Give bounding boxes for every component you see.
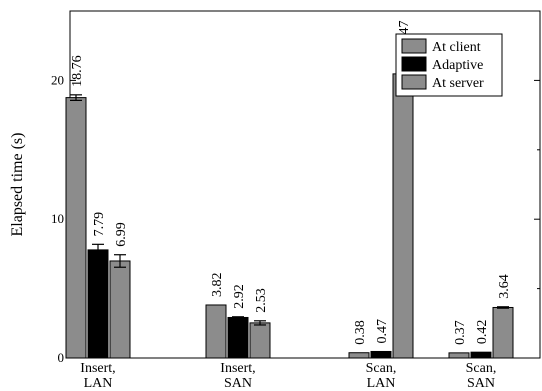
category-label-line2: SAN (224, 376, 252, 391)
y-tick-label: 10 (51, 211, 64, 226)
bar-at-server (392, 73, 414, 359)
value-label: 0.47 (375, 319, 390, 344)
value-label: 18.76 (70, 55, 85, 87)
category-label-line1: Insert, (80, 361, 115, 376)
value-label: 3.64 (497, 274, 512, 299)
legend-label: Adaptive (432, 58, 483, 73)
bar-at-server (249, 322, 271, 359)
bar-at-client (348, 352, 370, 359)
bar-at-client (205, 304, 227, 359)
legend-swatch (401, 56, 427, 72)
category-label-line1: Scan, (366, 361, 397, 376)
value-label: 0.42 (475, 320, 490, 345)
bars: 18.767.796.993.822.922.530.380.4720.470.… (65, 20, 514, 359)
value-label: 2.92 (232, 284, 247, 309)
value-label: 0.37 (453, 320, 468, 345)
value-label: 3.82 (210, 272, 225, 297)
legend: At client Adaptive At server (395, 33, 503, 97)
value-label: 2.53 (254, 288, 269, 313)
y-axis-label: Elapsed time (s) (9, 133, 26, 237)
legend-swatch (401, 38, 427, 54)
category-label-line2: LAN (367, 376, 396, 391)
value-label: 7.79 (92, 212, 107, 237)
legend-label: At server (432, 76, 484, 91)
y-tick-label: 20 (51, 72, 64, 87)
bar-adaptive (370, 350, 392, 359)
value-label: 0.38 (353, 320, 368, 345)
legend-label: At client (432, 40, 481, 55)
y-tick-label: 0 (58, 350, 65, 365)
bar-adaptive (87, 249, 109, 359)
bar-at-server (109, 260, 131, 359)
bar-at-client (65, 97, 87, 359)
bar-adaptive (470, 351, 492, 359)
value-label: 6.99 (114, 222, 129, 247)
legend-swatch (401, 74, 427, 90)
category-label-line2: LAN (84, 376, 113, 391)
category-label-line2: SAN (467, 376, 495, 391)
bar-at-server (492, 306, 514, 359)
category-label-line1: Scan, (466, 361, 497, 376)
bar-at-client (448, 352, 470, 359)
bar-adaptive (227, 316, 249, 359)
category-label-line1: Insert, (220, 361, 255, 376)
